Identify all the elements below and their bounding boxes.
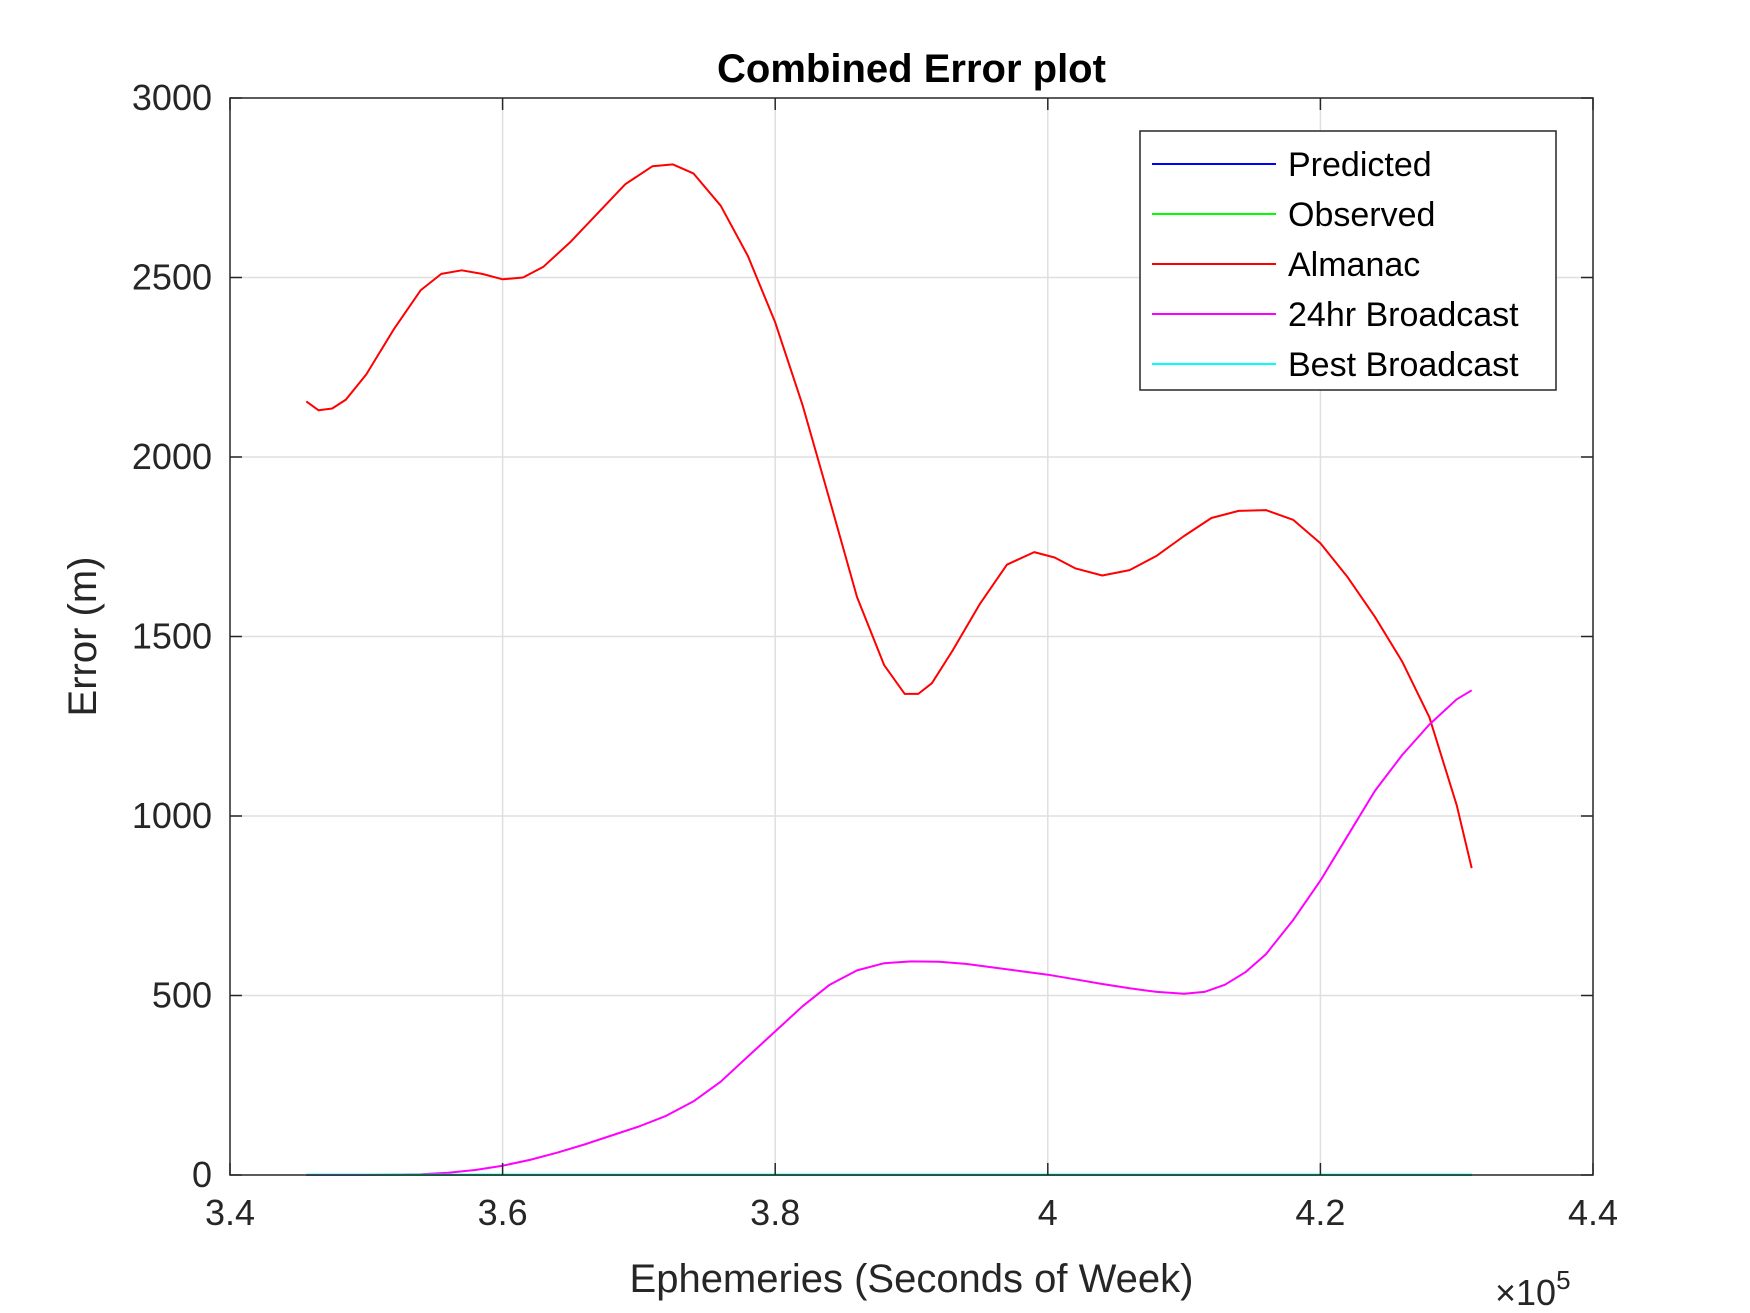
y-tick-label: 0 <box>192 1154 212 1195</box>
series-line-24hr-broadcast <box>306 689 1473 1176</box>
series-line-almanac <box>305 163 1473 869</box>
x-tick-label: 4.2 <box>1295 1192 1345 1233</box>
ticks-layer: 3.4 3.6 3.8 4 4.2 4.4 0 500 1000 1500 2000 2500 3000 <box>132 77 1618 1233</box>
x-axis-label: Ephemeries (Seconds of Week) <box>630 1257 1194 1301</box>
y-tick-label: 2500 <box>132 257 212 298</box>
y-tick-label: 500 <box>152 975 212 1016</box>
y-tick-label: 2000 <box>132 436 212 477</box>
x-exponent-power: 5 <box>1556 1265 1570 1295</box>
chart-title: Combined Error plot <box>717 47 1106 91</box>
legend-label-best-broadcast: Best Broadcast <box>1288 346 1519 384</box>
x-tick-label: 3.4 <box>205 1192 255 1233</box>
y-tick-label: 1000 <box>132 795 212 836</box>
y-tick-label: 1500 <box>132 616 212 657</box>
y-tick-label: 3000 <box>132 77 212 118</box>
legend: Predicted Observed Almanac 24hr Broadcast Be… <box>1139 130 1557 391</box>
x-tick-label: 3.6 <box>478 1192 528 1233</box>
x-exponent-base: ×10 <box>1495 1272 1556 1313</box>
legend-label-predicted: Predicted <box>1288 146 1432 184</box>
x-axis-exponent: ×105 <box>1495 1265 1571 1313</box>
x-tick-label: 4.4 <box>1568 1192 1618 1233</box>
legend-box <box>1139 130 1557 391</box>
y-axis-label: Error (m) <box>61 557 105 717</box>
legend-label-24hr-broadcast: 24hr Broadcast <box>1288 296 1519 334</box>
legend-label-almanac: Almanac <box>1288 246 1420 284</box>
x-tick-label: 4 <box>1038 1192 1058 1233</box>
legend-label-observed: Observed <box>1288 196 1435 234</box>
x-tick-label: 3.8 <box>750 1192 800 1233</box>
